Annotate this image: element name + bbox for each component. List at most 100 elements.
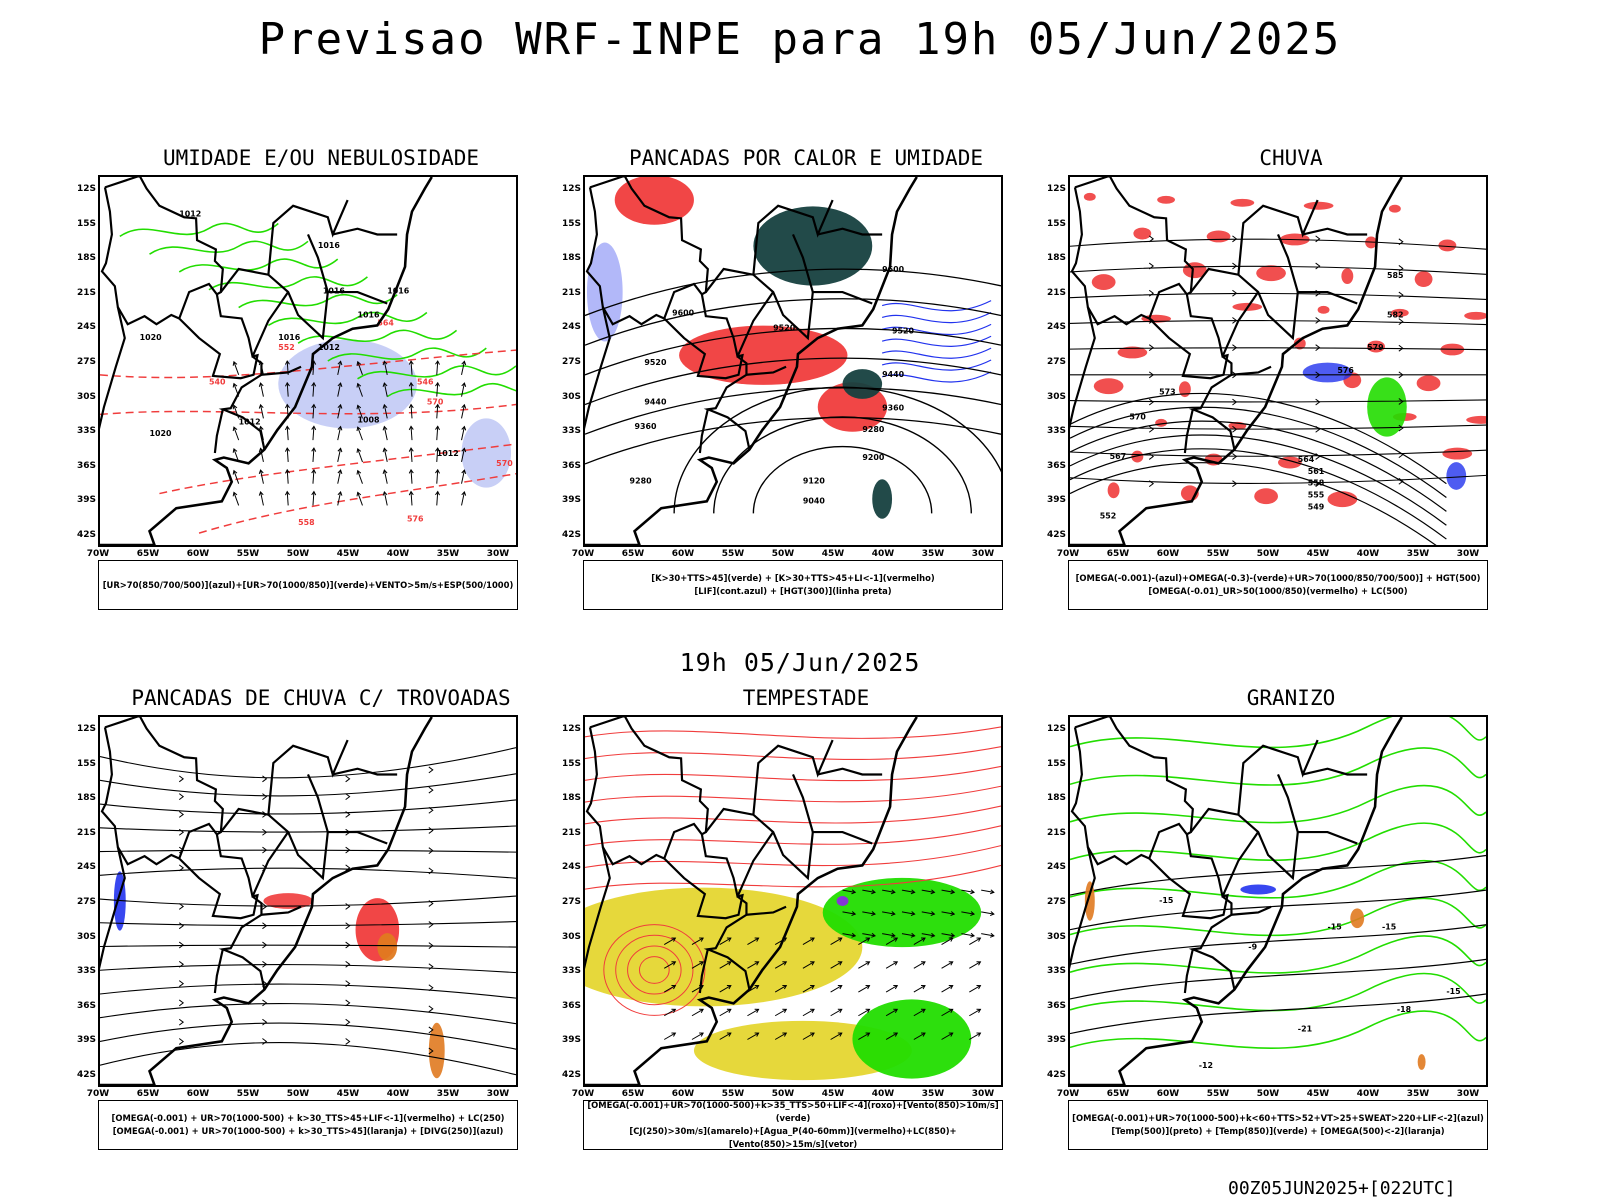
wind-vector (941, 932, 956, 938)
panel-granizo: GRANIZO 12S 15S 18S 21S 24S 27S 30S 33S 36S 39S 42S… (1046, 686, 1536, 1168)
latitude-label: 30S (76, 391, 96, 402)
height-contour (752, 445, 933, 514)
panel-legend: [K>30+TTS>45](verde) + [K>30+TTS>45+LI<-… (583, 560, 1003, 610)
latitude-label: 33S (561, 966, 581, 977)
latitude-label: 36S (76, 460, 96, 471)
rain-area (1327, 491, 1358, 508)
longitude-label: 35W (436, 549, 460, 559)
wind-vector (941, 889, 956, 895)
wind-vector (311, 425, 317, 441)
lif-area (586, 242, 623, 342)
political-border (703, 355, 751, 450)
longitude-label: 70W (1056, 549, 1080, 559)
rain-area (1091, 274, 1116, 291)
political-border (261, 905, 302, 916)
latitude-label: 36S (1046, 1000, 1066, 1011)
wind-vector (747, 1032, 760, 1040)
wind-vector (882, 889, 896, 895)
contour-label: 9440 (644, 398, 667, 407)
political-border (1074, 177, 1194, 296)
humidity-area (461, 418, 512, 488)
streamline-850 (585, 825, 1001, 847)
wind-vector (435, 381, 440, 397)
longitude-label: 30W (971, 549, 995, 559)
contour-label: 549 (1308, 502, 1325, 511)
legend-line: [Temp(500)](preto) + [Temp(850)](verde) … (1111, 1126, 1445, 1136)
latitude-label: 27S (561, 357, 581, 367)
wind-vector (232, 426, 240, 441)
wind-vector (382, 360, 388, 375)
latitude-label: 12S (561, 724, 581, 734)
instability-area (679, 325, 848, 385)
political-border (332, 227, 398, 236)
latitude-label: 24S (76, 322, 96, 333)
wind-vector (232, 360, 240, 376)
humidity-contour (327, 347, 487, 362)
streamline-850 (603, 924, 706, 1016)
contour-label: 558 (1308, 479, 1325, 488)
streamline (100, 773, 516, 797)
humidity-area (278, 339, 417, 429)
political-border (1074, 717, 1194, 836)
political-border (251, 831, 290, 897)
longitude-label: 60W (186, 1089, 210, 1099)
wind-vector (961, 911, 976, 916)
wind-vector (981, 911, 995, 916)
political-border (251, 291, 290, 357)
wind-vector (969, 961, 982, 969)
political-border (178, 282, 259, 380)
latitude-label: 24S (1046, 862, 1066, 873)
coastline (585, 177, 918, 545)
wind-vector (885, 1008, 899, 1017)
coastline (1070, 177, 1403, 545)
wind-vector (435, 360, 440, 375)
latitude-label: 27S (76, 357, 96, 367)
contour-label: 1012 (437, 449, 459, 458)
contour-label: 570 (496, 459, 513, 468)
wind-850-area (852, 999, 972, 1079)
latitude-label: 18S (1046, 253, 1066, 264)
wind-vector (311, 490, 317, 506)
contour-label: 1008 (358, 415, 381, 424)
political-border (1221, 831, 1260, 897)
longitude-label: 45W (336, 1089, 360, 1099)
wind-vector (691, 1032, 704, 1040)
latitude-label: 36S (561, 460, 581, 471)
political-border (585, 846, 611, 970)
rain-omega-area (1302, 362, 1353, 383)
latitude-label: 39S (76, 495, 96, 506)
contour-label: -9 (1248, 942, 1257, 951)
wind-vector (858, 1008, 871, 1017)
rain-area (1155, 418, 1168, 427)
humidity-contour (208, 276, 368, 291)
humidity-contour (386, 382, 516, 398)
contour-label: -12 (1199, 1061, 1213, 1070)
political-border (704, 807, 873, 881)
wind-vector (356, 404, 363, 419)
wind-vector (885, 961, 899, 969)
longitude-label: 40W (1356, 549, 1380, 559)
wind-vector (830, 985, 843, 993)
legend-line: [OMEGA(-0.001)+UR>70(1000-500)+k<60+TTS>… (1072, 1113, 1484, 1123)
longitude-label: 60W (1156, 549, 1180, 559)
wind-vector (356, 491, 363, 506)
wind-vector (774, 1008, 788, 1017)
height-contour (1070, 392, 1447, 485)
contour-label: 9280 (862, 425, 885, 434)
panel-legend: [OMEGA(-0.001)-(azul)+OMEGA(-0.3)-(verde… (1068, 560, 1488, 610)
rain-area (1438, 239, 1457, 252)
contour-label: 552 (278, 343, 295, 352)
contour-label: -15 (1159, 896, 1173, 905)
longitude-label: 65W (136, 1089, 160, 1099)
temp-850-contour (1070, 1010, 1486, 1049)
political-border (306, 774, 329, 833)
streamline-850 (585, 845, 1001, 868)
political-border (1183, 949, 1194, 994)
contour-label: 555 (1308, 491, 1325, 500)
wind-vector (258, 490, 264, 506)
wind-vector (408, 381, 414, 397)
contour-label: 9520 (892, 326, 915, 335)
latitude-label: 36S (1046, 460, 1066, 471)
political-border (698, 949, 709, 994)
panel-title: TEMPESTADE (742, 686, 870, 710)
